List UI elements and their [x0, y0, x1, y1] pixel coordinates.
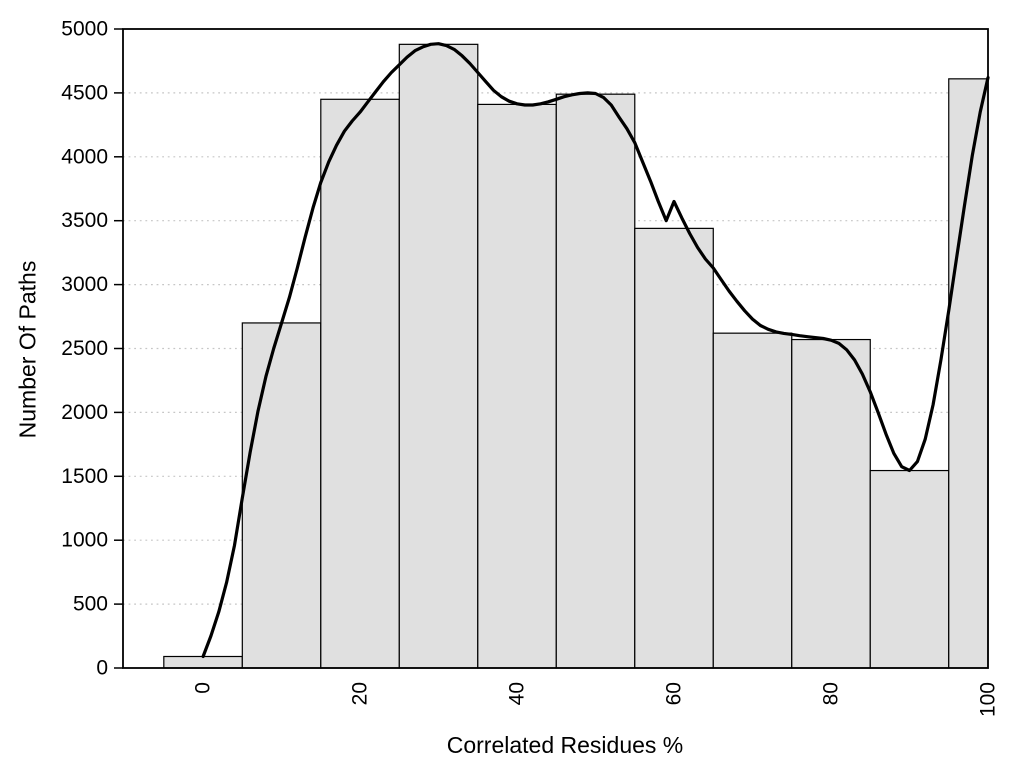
y-tick-label: 1500: [61, 465, 108, 488]
histogram-bar: [320, 98, 400, 669]
x-axis-title: Correlated Residues %: [446, 732, 684, 758]
density-curve: [201, 42, 990, 659]
histogram-bar: [634, 227, 714, 669]
y-tick-label: 3000: [61, 273, 108, 296]
histogram-bar: [869, 469, 950, 669]
y-tick-label: 5000: [61, 18, 108, 41]
x-tick-label: 0: [192, 682, 215, 694]
x-tick-label: 20: [349, 682, 372, 705]
x-tick-label: 80: [820, 682, 843, 705]
histogram-bar: [241, 322, 322, 669]
histogram-bar: [712, 332, 793, 669]
y-tick-label: 2500: [61, 337, 108, 360]
y-axis-title: Number Of Paths: [14, 260, 41, 439]
y-tick-label: 4500: [61, 81, 108, 104]
x-tick-label: 100: [977, 682, 1000, 717]
histogram-bar: [555, 93, 636, 669]
y-tick-label: 2000: [61, 401, 108, 424]
y-tick-label: 1000: [61, 529, 108, 552]
y-tick-label: 3500: [61, 209, 108, 232]
histogram-bar: [791, 338, 871, 669]
x-tick-label: 60: [663, 682, 686, 705]
histogram-bar: [398, 43, 479, 669]
y-tick-label: 4000: [61, 145, 108, 168]
histogram-bar: [163, 655, 243, 669]
y-tick-label: 0: [96, 657, 108, 680]
histogram-bar: [477, 103, 557, 669]
y-tick-label: 500: [73, 593, 108, 616]
histogram-bar: [948, 78, 989, 669]
x-tick-label: 40: [506, 682, 529, 705]
